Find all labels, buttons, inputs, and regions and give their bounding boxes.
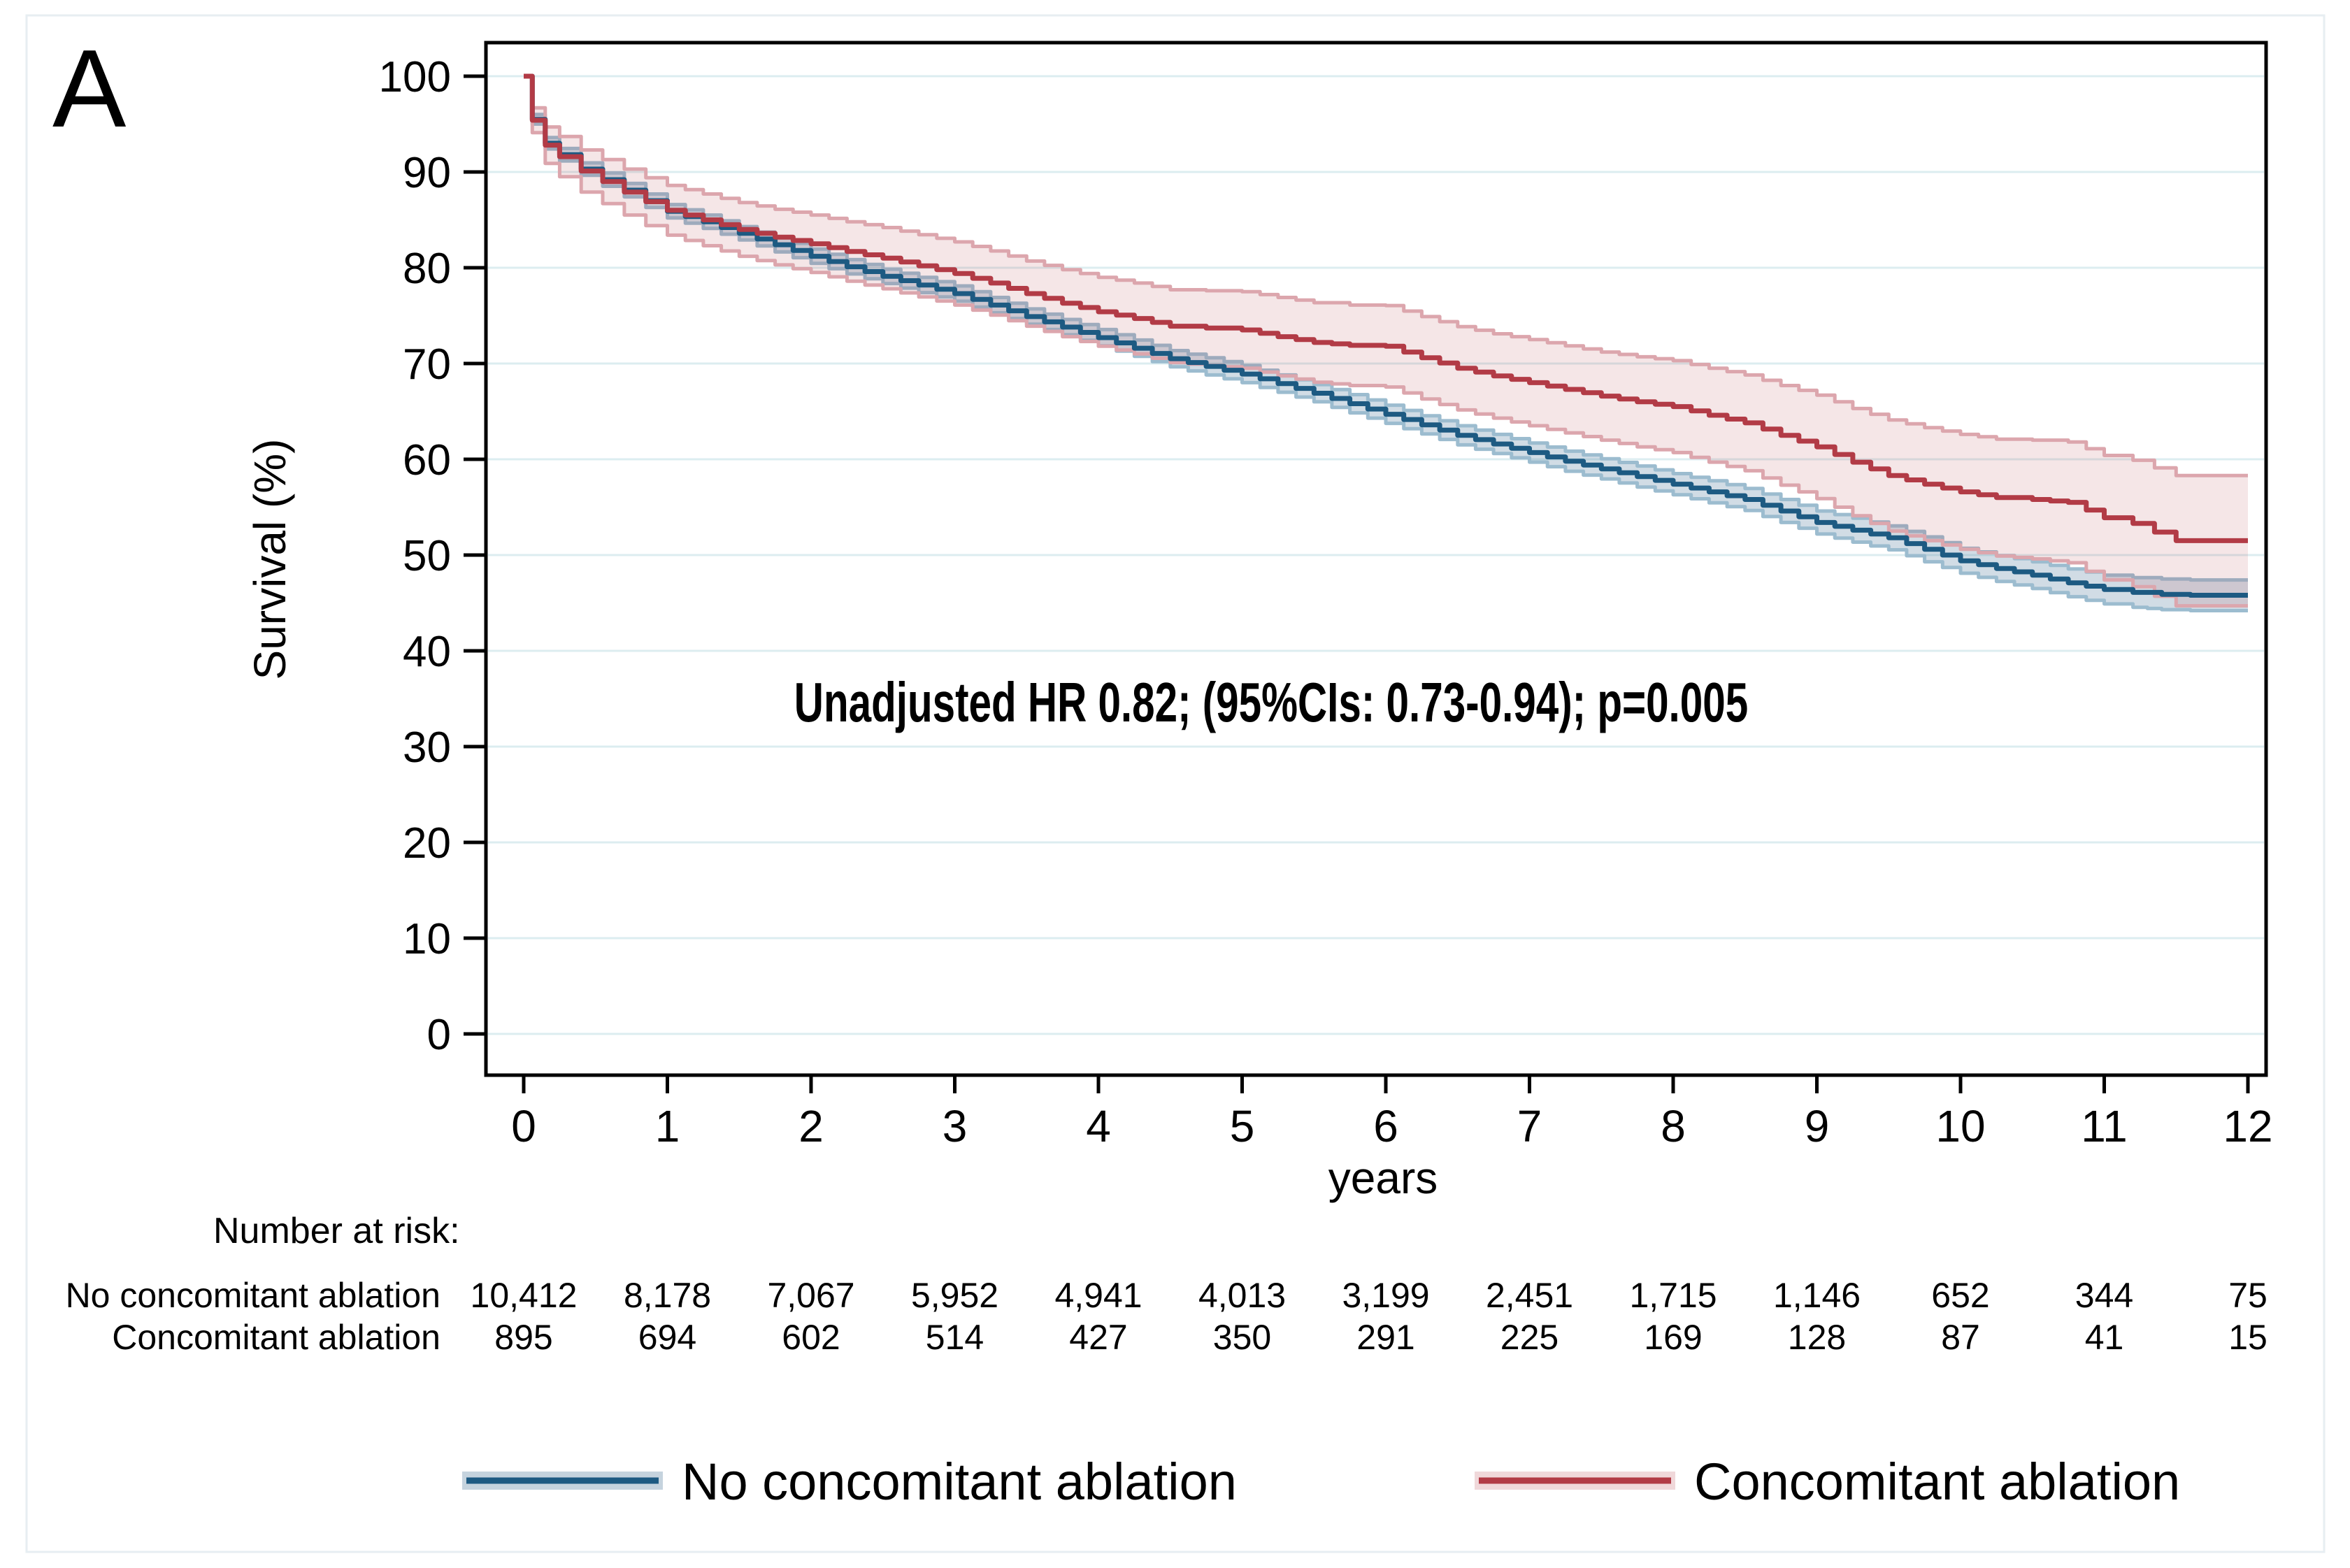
- figure-border: [25, 14, 2326, 1553]
- y-tick-label: 0: [427, 1011, 451, 1059]
- legend-entry: No concomitant ablation: [462, 1453, 1237, 1511]
- risk-table-row: Concomitant ablation 895 694 602 514 427 350 29…: [112, 1318, 2267, 1357]
- risk-count: 4,013: [1198, 1276, 1286, 1315]
- y-tick-label: 10: [403, 915, 451, 963]
- hr-annotation: Unadjusted HR 0.82; (95%CIs: 0.73-0.94);…: [794, 671, 1748, 733]
- ci-band-lower-edge: [524, 74, 2248, 612]
- risk-count: 2,451: [1486, 1276, 1573, 1315]
- risk-count: 5,952: [911, 1276, 998, 1315]
- risk-count: 350: [1213, 1318, 1271, 1357]
- x-axis-tick-labels: 0 1 2 3 4 5 6 7 8 9 10 11 12: [511, 1101, 2272, 1151]
- risk-count: 75: [2228, 1276, 2267, 1315]
- risk-row-label: No concomitant ablation: [66, 1276, 440, 1315]
- x-tick-label: 2: [798, 1101, 824, 1151]
- risk-count: 7,067: [767, 1276, 854, 1315]
- y-tick-label: 70: [403, 340, 451, 389]
- legend-label: No concomitant ablation: [682, 1453, 1237, 1511]
- x-tick-label: 7: [1517, 1101, 1542, 1151]
- risk-count: 15: [2228, 1318, 2267, 1357]
- risk-count: 1,146: [1773, 1276, 1861, 1315]
- risk-count: 652: [1931, 1276, 1989, 1315]
- x-tick-label: 4: [1086, 1101, 1111, 1151]
- risk-count: 427: [1069, 1318, 1127, 1357]
- x-tick-label: 10: [1935, 1101, 1985, 1151]
- risk-count: 3,199: [1342, 1276, 1429, 1315]
- risk-count: 4,941: [1054, 1276, 1142, 1315]
- number-at-risk-table: Number at risk: No concomitant ablation 1…: [66, 1211, 2267, 1357]
- legend-label: Concomitant ablation: [1694, 1453, 2180, 1511]
- risk-count: 344: [2075, 1276, 2133, 1315]
- risk-count: 1,715: [1629, 1276, 1717, 1315]
- risk-count: 291: [1356, 1318, 1414, 1357]
- x-axis-title: years: [1328, 1153, 1438, 1203]
- risk-count: 694: [638, 1318, 696, 1357]
- ci-band-upper-edge: [524, 74, 2248, 582]
- y-tick-label: 20: [403, 819, 451, 868]
- ci-band-lower-edge: [524, 74, 2248, 608]
- risk-count: 87: [1941, 1318, 1980, 1357]
- hr-annotation-text: Unadjusted HR 0.82; (95%CIs: 0.73-0.94);…: [794, 671, 1748, 733]
- gridlines: [488, 75, 2264, 1035]
- y-axis-ticks: [464, 74, 486, 1036]
- risk-count: 128: [1788, 1318, 1846, 1357]
- ci-band-upper-edge: [524, 74, 2248, 477]
- risk-table-title: Number at risk:: [213, 1211, 460, 1251]
- survival-curves: [524, 73, 2248, 598]
- x-tick-label: 1: [655, 1101, 680, 1151]
- survival-curve: [524, 73, 2248, 598]
- risk-count: 225: [1500, 1318, 1559, 1357]
- y-tick-label: 100: [379, 53, 451, 101]
- y-tick-label: 90: [403, 149, 451, 197]
- y-axis-tick-labels: 0 10 20 30 40 50 60 70 80 90 100: [379, 53, 451, 1059]
- plot-frame: [484, 41, 2268, 1077]
- x-tick-label: 9: [1805, 1101, 1830, 1151]
- risk-count: 8,178: [624, 1276, 711, 1315]
- y-tick-label: 60: [403, 436, 451, 484]
- risk-count: 41: [2085, 1318, 2124, 1357]
- risk-row-label: Concomitant ablation: [112, 1318, 440, 1357]
- x-tick-label: 5: [1230, 1101, 1255, 1151]
- risk-count: 10,412: [471, 1276, 578, 1315]
- x-tick-label: 11: [2081, 1101, 2127, 1151]
- legend: No concomitant ablation Concomitant ablat…: [462, 1453, 2180, 1511]
- x-axis-ticks: [522, 1075, 2250, 1093]
- risk-count: 514: [926, 1318, 984, 1357]
- x-tick-label: 6: [1373, 1101, 1398, 1151]
- risk-table-row: No concomitant ablation 10,412 8,178 7,067 5…: [66, 1276, 2267, 1315]
- ci-band-fill: [524, 76, 2248, 606]
- risk-count: 895: [494, 1318, 552, 1357]
- y-tick-label: 80: [403, 245, 451, 293]
- x-tick-label: 12: [2223, 1101, 2272, 1151]
- panel-label: A: [52, 27, 127, 150]
- risk-table-rows: No concomitant ablation 10,412 8,178 7,067 5…: [66, 1276, 2267, 1357]
- x-tick-label: 3: [943, 1101, 968, 1151]
- risk-count: 602: [782, 1318, 840, 1357]
- y-tick-label: 30: [403, 724, 451, 772]
- x-tick-label: 0: [511, 1101, 536, 1151]
- x-tick-label: 8: [1661, 1101, 1686, 1151]
- y-tick-label: 50: [403, 532, 451, 580]
- risk-count: 169: [1644, 1318, 1702, 1357]
- legend-entry: Concomitant ablation: [1475, 1453, 2180, 1511]
- survival-curve: [524, 73, 2248, 543]
- y-axis-title: Survival (%): [245, 439, 295, 680]
- y-tick-label: 40: [403, 628, 451, 676]
- confidence-bands: [524, 74, 2248, 612]
